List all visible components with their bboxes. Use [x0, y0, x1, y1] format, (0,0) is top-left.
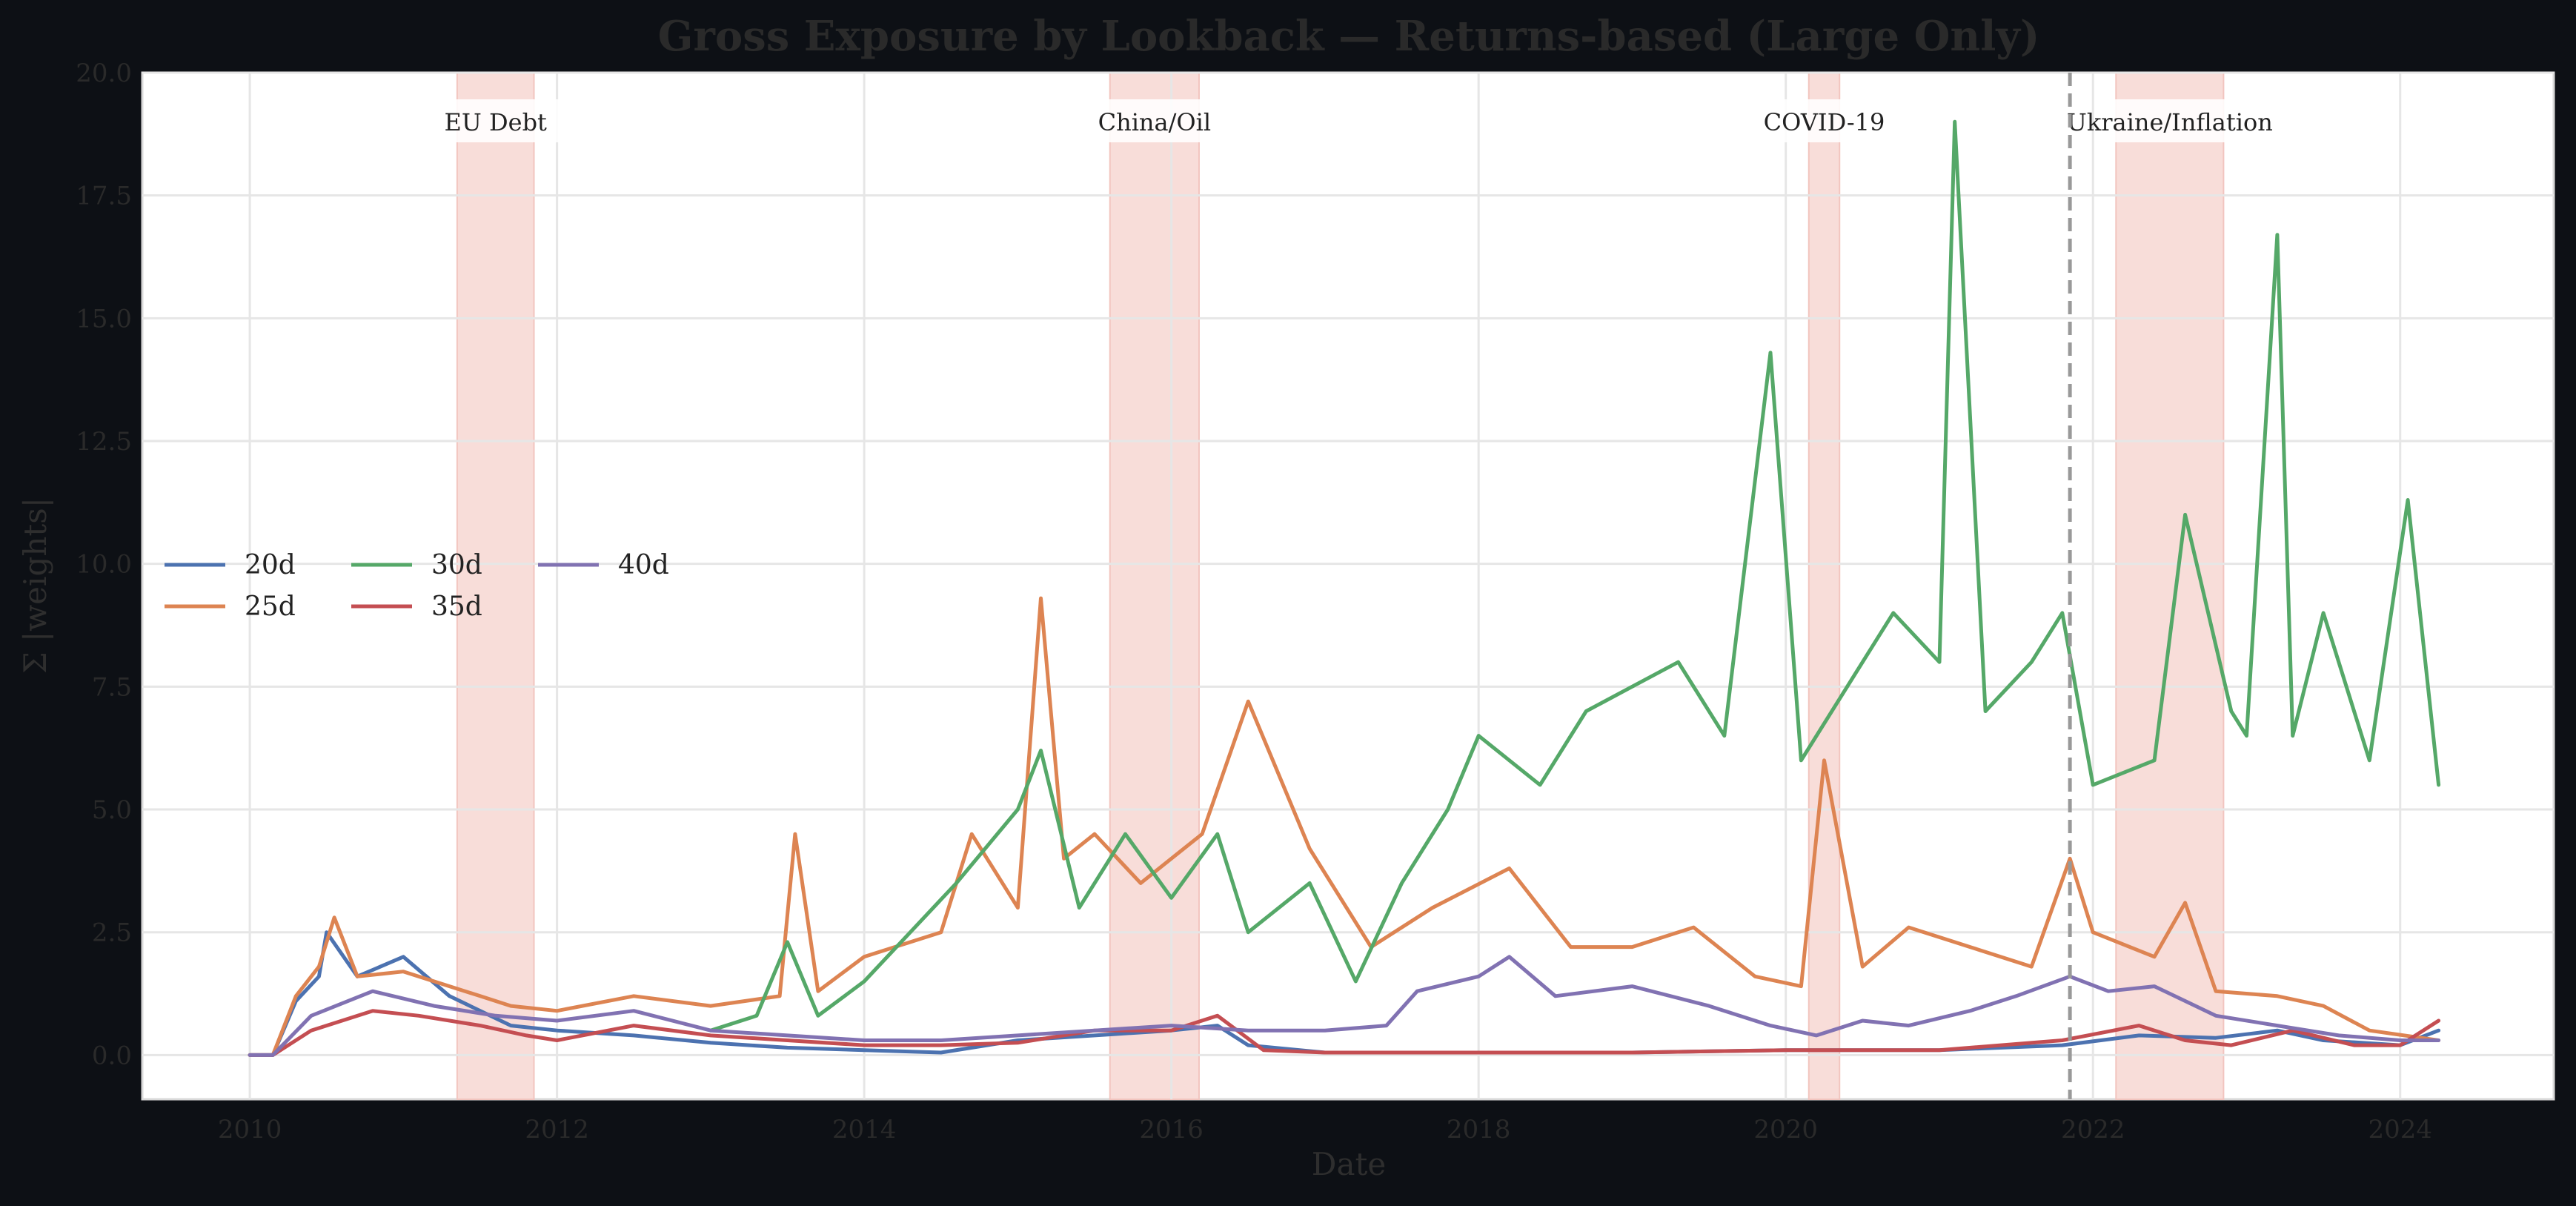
series-line-40d [248, 955, 2441, 1057]
x-tick-label: 2018 [1447, 1115, 1511, 1144]
x-axis-ticks: 2010 2012 2014 2016 2018 2020 2022 2024 [218, 1115, 2432, 1144]
legend-label: 20d [245, 550, 296, 580]
y-tick-label: 2.5 [92, 918, 132, 948]
y-tick-label: 10.0 [76, 550, 132, 580]
y-tick-label: 5.0 [92, 795, 132, 825]
crisis-label: COVID-19 [1764, 108, 1885, 136]
crisis-label-background [1756, 99, 1893, 142]
crisis-label-background [2101, 99, 2238, 142]
x-axis-label: Date [1312, 1146, 1386, 1182]
y-tick-label: 0.0 [92, 1041, 132, 1070]
series-line-30d [708, 119, 2441, 1033]
x-tick-label: 2020 [1753, 1115, 1818, 1144]
y-tick-label: 12.5 [76, 427, 132, 457]
x-tick-label: 2010 [218, 1115, 282, 1144]
crisis-label: China/Oil [1098, 108, 1212, 136]
legend-label: 30d [431, 550, 482, 580]
x-tick-label: 2014 [832, 1115, 897, 1144]
chart-title: Gross Exposure by Lookback — Returns-bas… [658, 12, 2040, 61]
x-tick-label: 2012 [525, 1115, 589, 1144]
grid-lines [142, 71, 2554, 1099]
crisis-label: Ukraine/Inflation [2067, 108, 2273, 136]
y-tick-label: 7.5 [92, 672, 132, 702]
crisis-band [2115, 72, 2225, 1100]
series-line-20d [248, 930, 2441, 1057]
x-tick-label: 2024 [2368, 1115, 2432, 1144]
crisis-label-background [1086, 99, 1223, 142]
legend: 20d 25d 30d 35d 40d [165, 550, 669, 622]
legend-label: 35d [431, 592, 482, 622]
x-tick-label: 2022 [2061, 1115, 2125, 1144]
crisis-label: EU Debt [444, 108, 547, 136]
crisis-band [456, 72, 535, 1100]
crisis-band [1807, 72, 1841, 1100]
legend-label: 40d [618, 550, 669, 580]
series-line-35d [248, 1009, 2441, 1057]
crisis-labels: EU Debt China/Oil COVID-19 Ukraine/Inflatio… [427, 99, 2273, 142]
y-axis-ticks: 0.0 2.5 5.0 7.5 10.0 12.5 15.0 17.5 20.0 [76, 59, 132, 1070]
crisis-band [1109, 72, 1200, 1100]
legend-label: 25d [245, 592, 296, 622]
x-tick-label: 2016 [1139, 1115, 1204, 1144]
series-lines [248, 119, 2441, 1057]
y-tick-label: 20.0 [76, 59, 132, 88]
crisis-label-background [427, 99, 564, 142]
crisis-bands [456, 72, 2225, 1100]
series-line-25d [248, 596, 2441, 1057]
y-axis-label: Σ |weights| [17, 497, 53, 674]
y-tick-label: 17.5 [76, 182, 132, 211]
y-tick-label: 15.0 [76, 304, 132, 334]
